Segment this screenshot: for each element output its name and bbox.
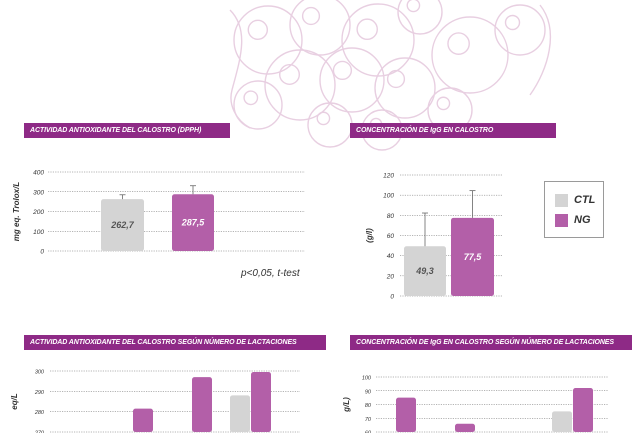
grape-berry-6 [233, 80, 283, 130]
grape-berry-12 [397, 0, 443, 35]
y-tick-label-1: 20 [386, 273, 395, 280]
chart-header-dpph-lactations: ACTIVIDAD ANTIOXIDANTE DEL CALOSTRO SEGÚ… [24, 335, 326, 350]
grape-berry-5 [374, 57, 436, 119]
significance-note: p<0,05, t-test [241, 268, 300, 279]
grape-leaf-line [229, 9, 251, 129]
grape-highlight-3 [279, 63, 301, 85]
y-tick-label-3: 90 [365, 389, 372, 395]
grape-berry-0 [233, 5, 303, 75]
grape-highlight-5 [386, 69, 406, 89]
bar-ng-1 [451, 217, 494, 296]
y-tick-label-2: 80 [365, 403, 372, 409]
chart-header-igg-lactations: CONCENTRACIÓN DE IgG EN CALOSTRO SEGÚN N… [350, 335, 632, 350]
y-tick-label-1: 280 [34, 410, 45, 416]
grape-berry-4 [319, 47, 385, 113]
grape-highlight-6 [243, 90, 259, 106]
grape-berry-9 [431, 16, 509, 94]
grape-highlight-12 [406, 0, 421, 13]
y-tick-label-5: 100 [383, 193, 394, 200]
bar-ng-1 [192, 377, 212, 432]
y-axis-label: g/L) [342, 397, 351, 413]
grape-stem-line [529, 4, 552, 96]
bar-ng-1 [455, 423, 475, 432]
legend-label-ng: NG [574, 214, 591, 226]
data-label-ctl: 262,7 [110, 220, 135, 230]
legend-item-ng: NG [555, 213, 591, 227]
grape-berry-1 [289, 0, 351, 56]
y-tick-label-2: 200 [32, 209, 44, 216]
grape-highlight-9 [447, 32, 470, 55]
y-tick-label-1: 100 [33, 229, 44, 236]
grape-highlight-11 [436, 96, 451, 111]
bar-ctl-2 [552, 411, 572, 432]
bar-ng-3 [251, 372, 271, 432]
y-tick-label-0: 60 [365, 431, 372, 433]
grape-highlight-10 [504, 14, 521, 31]
y-tick-label-4: 80 [387, 213, 395, 220]
grape-highlight-4 [332, 60, 353, 81]
y-tick-label-3: 60 [387, 233, 395, 240]
legend-swatch-ng [555, 213, 568, 227]
y-axis-label: mg eq. Trolox/L [12, 182, 21, 242]
legend-item-ctl: CTL [555, 193, 595, 207]
grape-highlight-2 [356, 18, 378, 40]
y-tick-label-0: 0 [390, 294, 394, 301]
chart-header-igg: CONCENTRACIÓN DE IgG EN CALOSTRO [350, 123, 556, 138]
data-label-ng: 287,5 [181, 218, 206, 228]
grape-berry-3 [264, 49, 336, 121]
y-tick-label-6: 120 [383, 173, 394, 180]
y-tick-label-3: 300 [35, 370, 45, 376]
y-tick-label-2: 290 [34, 390, 45, 396]
bar-ng-0 [133, 408, 153, 432]
y-axis-label: (g/l) [365, 228, 374, 243]
legend-label-ctl: CTL [574, 194, 596, 206]
grape-highlight-0 [247, 19, 269, 41]
bar-ctl-0 [404, 246, 446, 296]
legend-swatch-ctl [555, 193, 568, 207]
y-tick-label-0: 0 [40, 249, 44, 256]
y-tick-label-2: 40 [387, 253, 395, 260]
grape-highlight-7 [316, 111, 331, 126]
grape-berry-10 [494, 4, 546, 56]
grape-highlight-1 [301, 6, 321, 26]
y-tick-label-4: 400 [33, 170, 44, 177]
y-tick-label-1: 70 [365, 417, 372, 423]
y-tick-label-3: 300 [33, 189, 44, 196]
y-tick-label-0: 270 [34, 431, 45, 433]
y-axis-label: eq/L [10, 393, 19, 410]
bar-ng-0 [396, 397, 416, 432]
bar-ctl-2 [230, 395, 250, 432]
data-label-ctl: 49,3 [415, 266, 434, 276]
y-tick-label-4: 100 [362, 376, 372, 382]
bar-ctl-0 [101, 199, 144, 251]
data-label-ng: 77,5 [464, 252, 483, 262]
legend: CTL NG [544, 181, 604, 238]
bar-ng-1 [172, 194, 214, 251]
bar-ng-3 [573, 388, 593, 432]
chart-header-dpph: ACTIVIDAD ANTIOXIDANTE DEL CALOSTRO (DPP… [24, 123, 230, 138]
